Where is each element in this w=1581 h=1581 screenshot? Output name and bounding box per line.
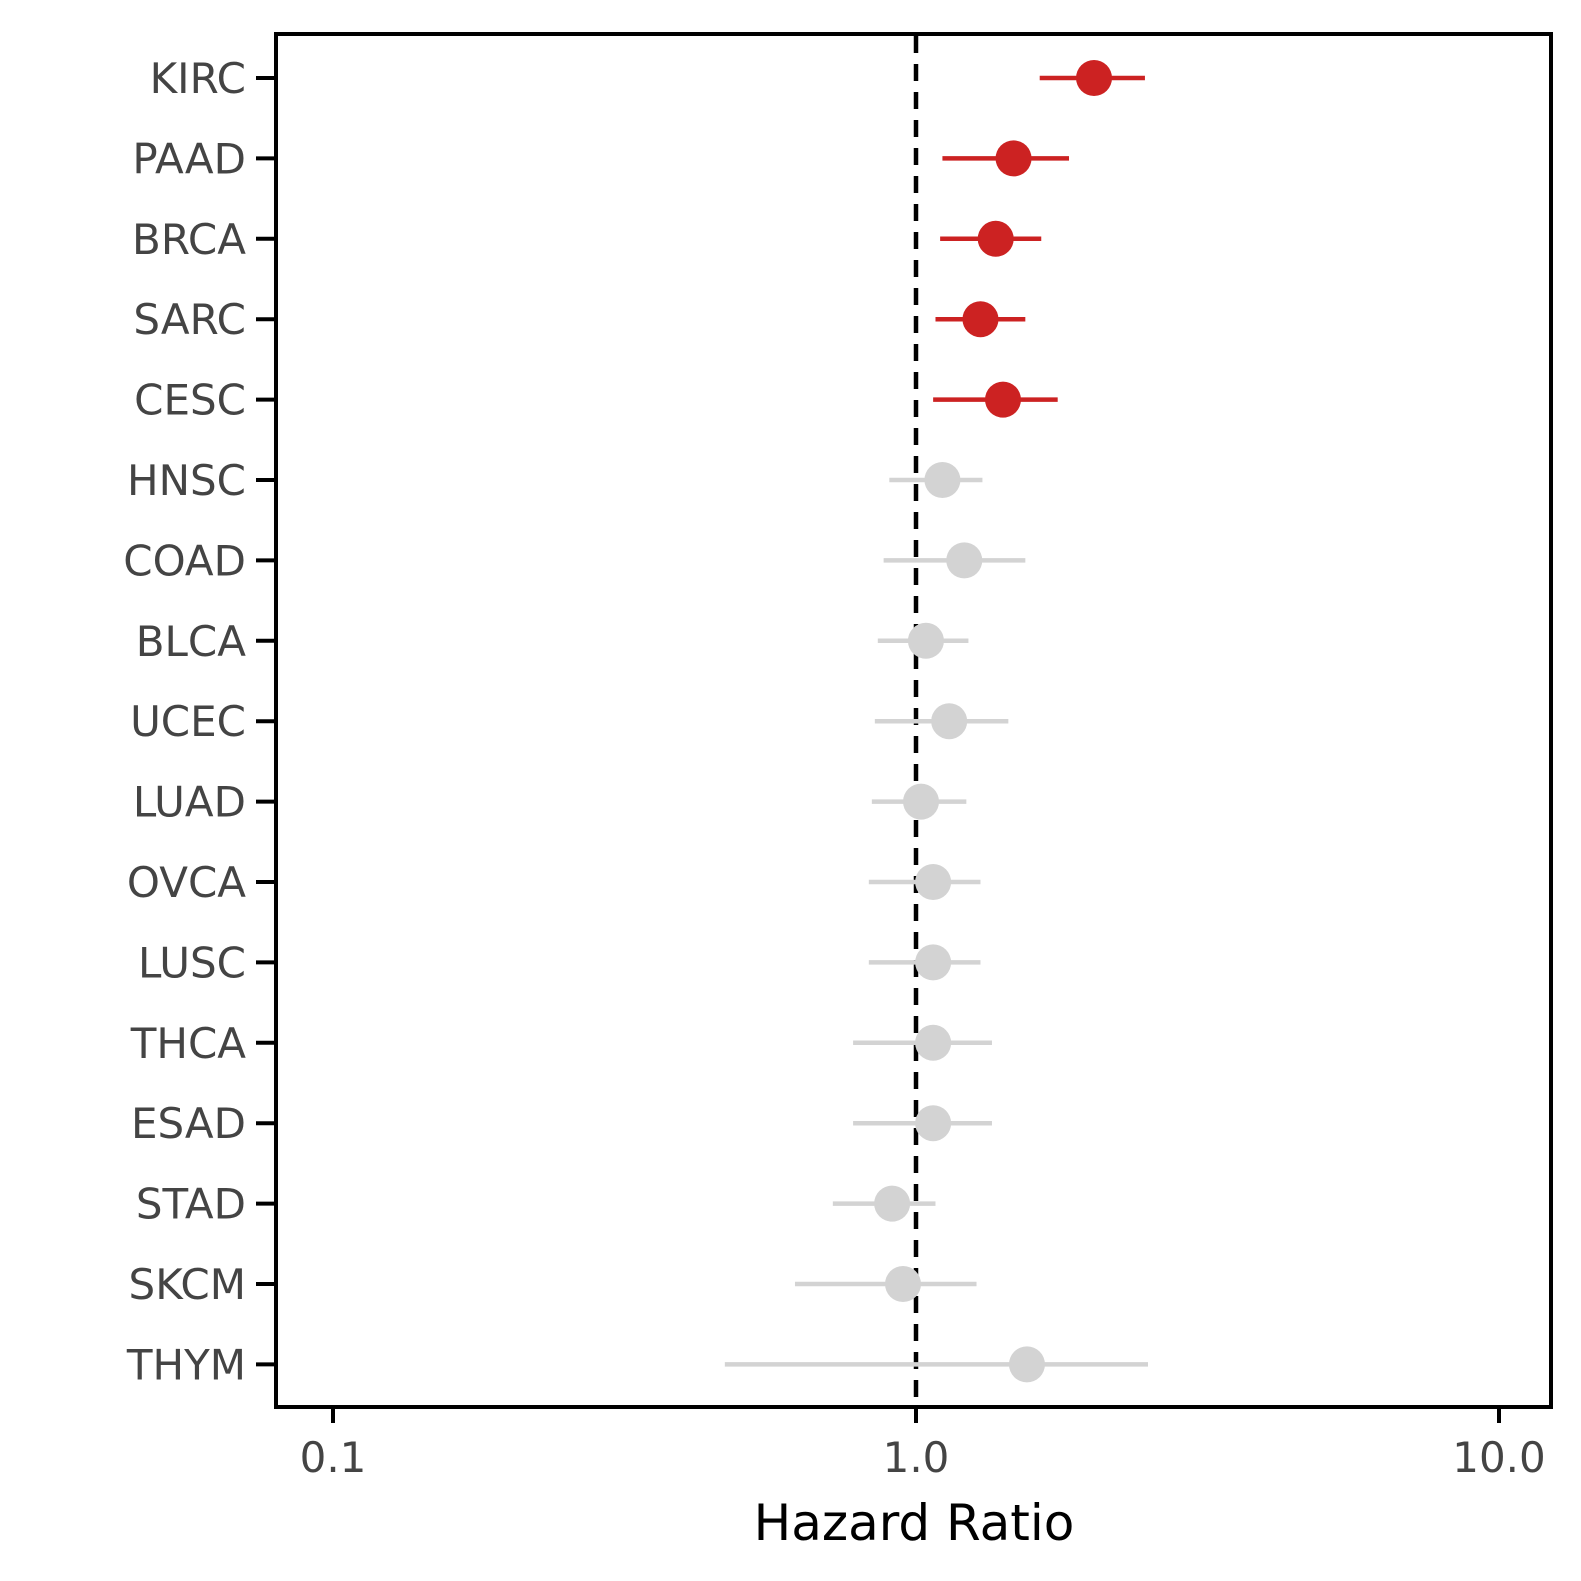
y-tick-label-skcm: SKCM: [129, 1260, 246, 1309]
point-luad: [903, 783, 940, 820]
plot-border: [274, 32, 1553, 1409]
point-lusc: [915, 944, 952, 981]
point-brca: [977, 220, 1014, 257]
y-tick-label-luad: LUAD: [133, 778, 246, 827]
point-hnsc: [924, 462, 961, 498]
x-axis-title: Hazard Ratio: [754, 1494, 1075, 1552]
point-thca: [915, 1024, 952, 1061]
y-tick-label-kirc: KIRC: [150, 54, 246, 103]
point-blca: [907, 622, 944, 659]
point-thym: [1008, 1346, 1045, 1383]
y-tick-label-brca: BRCA: [132, 215, 246, 264]
point-ucec: [931, 703, 968, 740]
point-ovca: [915, 864, 952, 900]
x-tick-label-2: 10.0: [1452, 1433, 1546, 1482]
point-kirc: [1076, 60, 1113, 96]
y-tick-label-thym: THYM: [126, 1340, 246, 1389]
point-cesc: [984, 381, 1021, 418]
point-paad: [995, 140, 1032, 177]
point-coad: [946, 542, 983, 579]
y-tick-label-ovca: OVCA: [127, 858, 246, 907]
point-skcm: [885, 1266, 922, 1302]
point-esad: [915, 1105, 952, 1142]
y-tick-label-ucec: UCEC: [130, 697, 246, 746]
y-tick-label-hnsc: HNSC: [127, 456, 246, 505]
y-tick-label-stad: STAD: [136, 1180, 246, 1229]
y-tick-label-esad: ESAD: [131, 1099, 246, 1148]
plot-area: KIRC PAAD BRCA SARC CESC HNSC COAD BLCA UCEC LUAD…: [123, 32, 1553, 1482]
point-sarc: [962, 301, 999, 338]
y-tick-label-coad: COAD: [123, 536, 246, 585]
point-stad: [874, 1185, 911, 1222]
y-tick-label-paad: PAAD: [132, 134, 246, 183]
y-tick-label-thca: THCA: [130, 1019, 247, 1068]
x-tick-label-1: 1.0: [883, 1433, 950, 1482]
y-tick-label-lusc: LUSC: [138, 938, 246, 987]
x-tick-label-0: 0.1: [300, 1433, 367, 1482]
y-tick-label-sarc: SARC: [133, 295, 246, 344]
y-tick-label-blca: BLCA: [136, 617, 247, 666]
y-tick-label-cesc: CESC: [134, 376, 246, 425]
